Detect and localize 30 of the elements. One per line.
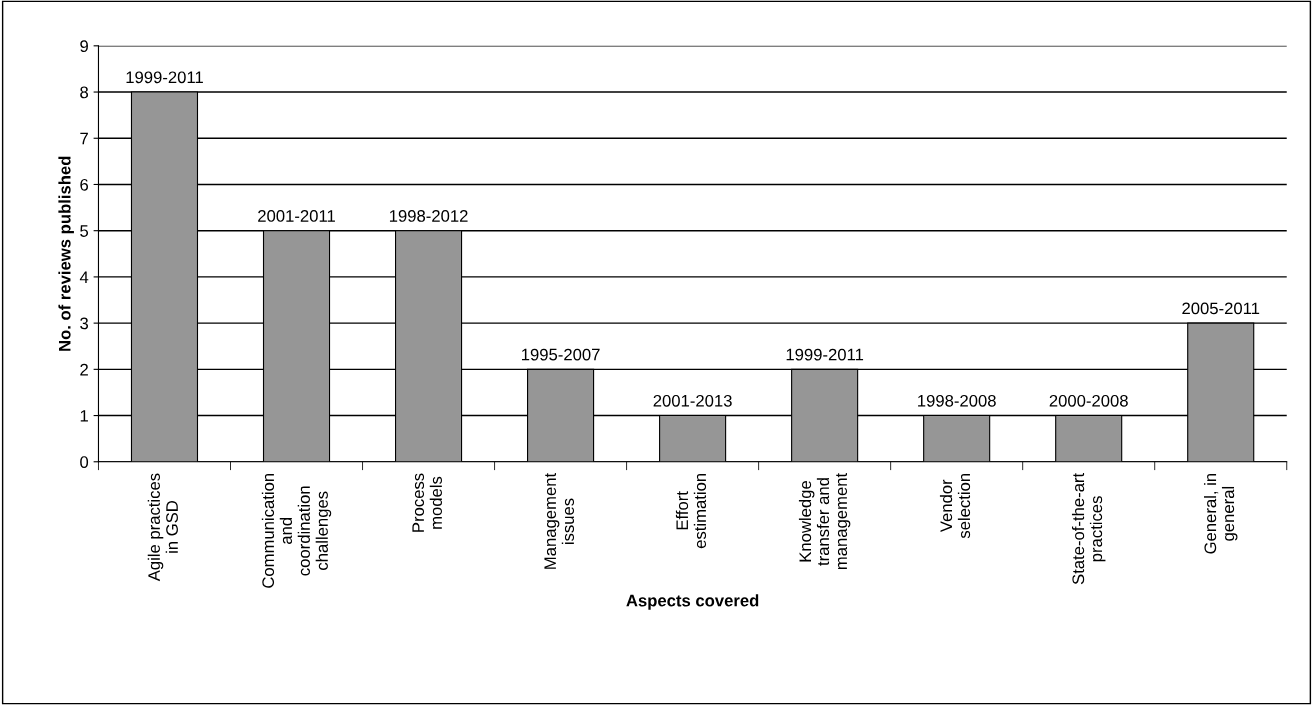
y-tick-label: 2	[80, 363, 88, 376]
data-label: 1998-2008	[918, 394, 996, 407]
x-tick-label: Agile practices in GSD	[147, 473, 178, 582]
data-label: 2001-2013	[653, 394, 732, 407]
x-axis-title: Aspects covered	[626, 594, 759, 610]
x-tick-label: Knowledge transfer and management	[798, 473, 851, 570]
y-axis-title: No. of reviews published	[58, 156, 74, 351]
data-label: 1999-2011	[786, 348, 864, 361]
x-tick-label: Management issues	[544, 473, 575, 569]
data-label: 1995-2007	[522, 348, 600, 361]
x-tick-label: Effort estimation	[675, 473, 707, 549]
data-label: 2000-2008	[1049, 394, 1128, 407]
x-tick-label: State-of-the-art practices	[1071, 473, 1106, 585]
y-tick-label: 9	[80, 40, 88, 53]
data-label: 1999-2011	[126, 71, 203, 84]
y-tick-label: 4	[79, 271, 89, 283]
x-tick-label: Communication and coordination challenges	[261, 473, 332, 588]
x-tick-label: General, in general	[1203, 473, 1238, 554]
y-tick-label: 3	[80, 317, 89, 330]
y-tick-label: 7	[80, 132, 88, 145]
y-tick-label: 8	[80, 86, 89, 99]
data-label: 2001-2011	[258, 210, 335, 222]
y-tick-label: 0	[80, 456, 89, 468]
data-label: 1998-2012	[389, 210, 468, 222]
data-label: 2005-2011	[1182, 302, 1260, 315]
y-tick-label: 1	[80, 410, 88, 422]
y-tick-label: 6	[80, 178, 89, 191]
x-tick-label: Vendor selection	[939, 473, 971, 539]
y-tick-label: 5	[80, 225, 89, 237]
x-tick-label: Process models	[412, 473, 442, 532]
